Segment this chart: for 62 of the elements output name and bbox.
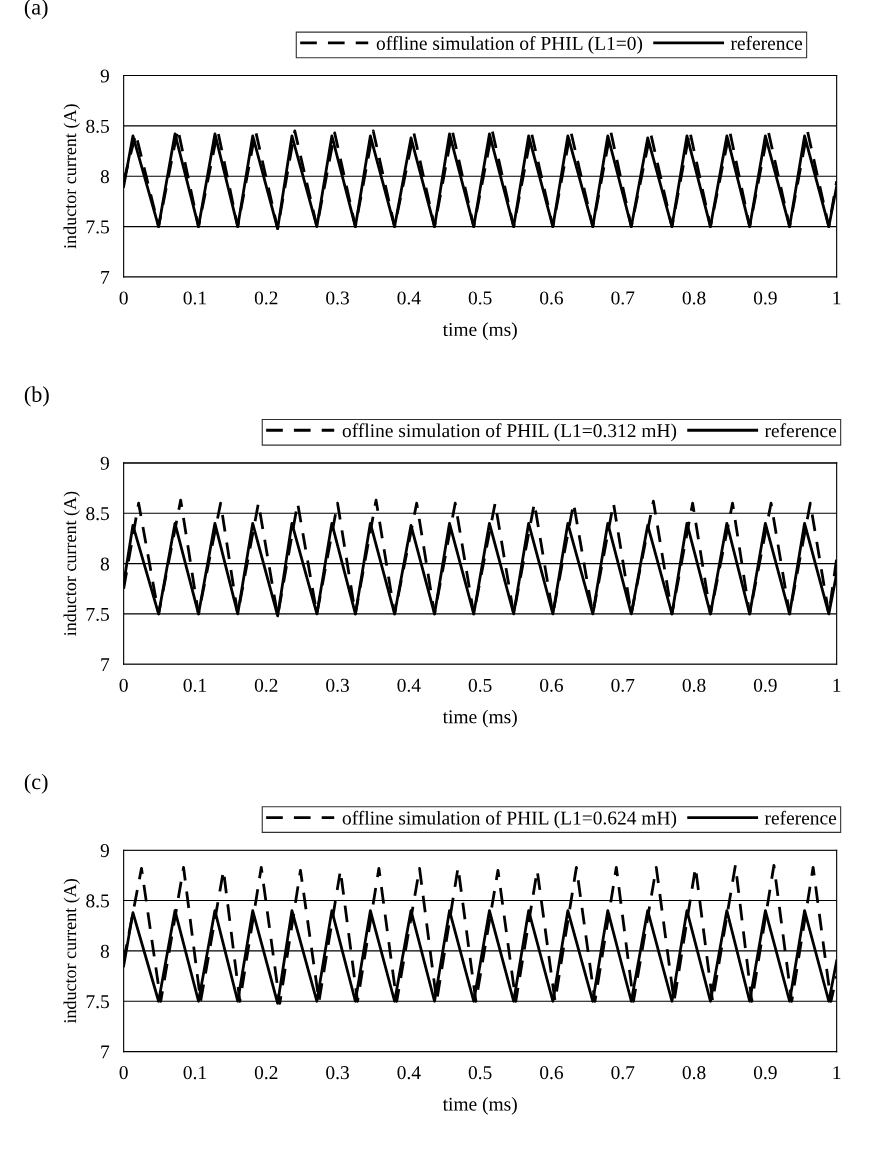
y-tick-label: 9 [100,69,109,83]
x-tick-label: 0.3 [326,291,349,305]
y-tick-label: 8 [100,170,110,184]
x-tick-label: 0.3 [326,1066,349,1080]
x-tick-label: 0.2 [254,291,278,305]
x-tick-label: 0.9 [753,291,777,305]
x-tick-label: 1 [833,291,841,305]
x-tick-label: 0.1 [183,1066,206,1080]
x-tick-label: 0.2 [254,1066,278,1080]
x-axis-title: time (ms) [442,1097,517,1115]
x-axis-title: time (ms) [442,709,517,728]
x-tick-label: 1 [833,1066,841,1079]
x-tick-label: 0.5 [468,1066,492,1080]
x-tick-label: 0.1 [183,678,206,692]
text: (b) [24,386,49,407]
x-tick-label: 0.4 [397,291,421,305]
x-tick-label: 0.9 [753,678,777,692]
y-tick-label: 7 [101,658,110,672]
x-tick-label: 0 [119,678,128,692]
legend-label: reference [764,423,837,438]
x-tick-label: 0.6 [540,678,564,692]
x-tick-label: 0.4 [397,1066,421,1080]
y-tick-label: 8.5 [86,507,110,521]
legend-label: offline simulation of PHIL (L1=0) [376,36,643,54]
x-tick-label: 0 [119,1066,128,1080]
y-axis-title: inductor current (A) [63,879,80,1024]
x-tick-label: 0.5 [468,678,492,692]
y-tick-label: 8 [100,944,110,958]
text: (c) [24,773,48,794]
y-axis-title: inductor current (A) [63,491,80,636]
x-tick-label: 0.9 [753,1066,777,1080]
x-axis-title: time (ms) [442,322,517,340]
x-tick-label: 0.6 [540,1066,564,1080]
legend-label: offline simulation of PHIL (L1=0.624 mH) [342,810,677,829]
x-tick-label: 0.8 [682,1066,706,1080]
x-tick-label: 0.5 [468,291,492,305]
y-axis-title: inductor current (A) [63,104,80,249]
x-tick-label: 0.4 [397,678,421,692]
x-tick-label: 0.8 [682,291,706,305]
x-tick-label: 0.7 [611,678,635,692]
x-tick-label: 1 [833,678,841,692]
x-tick-label: 0.3 [326,678,349,692]
y-tick-label: 8 [100,557,110,571]
x-tick-label: 0.6 [540,291,564,305]
legend-label: offline simulation of PHIL (L1=0.312 mH) [342,423,677,442]
x-tick-label: 0.8 [682,678,706,692]
x-tick-label: 0 [119,291,128,305]
y-tick-label: 8.5 [86,119,110,133]
y-tick-label: 7 [101,270,110,284]
y-tick-label: 7.5 [86,995,110,1009]
y-tick-label: 9 [100,844,109,858]
x-tick-label: 0.1 [183,291,206,305]
x-tick-label: 0.7 [611,291,635,305]
y-tick-label: 7.5 [86,220,110,234]
legend-label: reference [764,810,837,825]
y-tick-label: 7 [101,1045,110,1059]
x-tick-label: 0.7 [611,1066,635,1080]
y-tick-label: 7.5 [86,607,110,621]
y-tick-label: 9 [100,456,109,470]
legend-label: reference [730,36,803,50]
y-tick-label: 8.5 [86,894,110,908]
x-tick-label: 0.2 [254,678,278,692]
